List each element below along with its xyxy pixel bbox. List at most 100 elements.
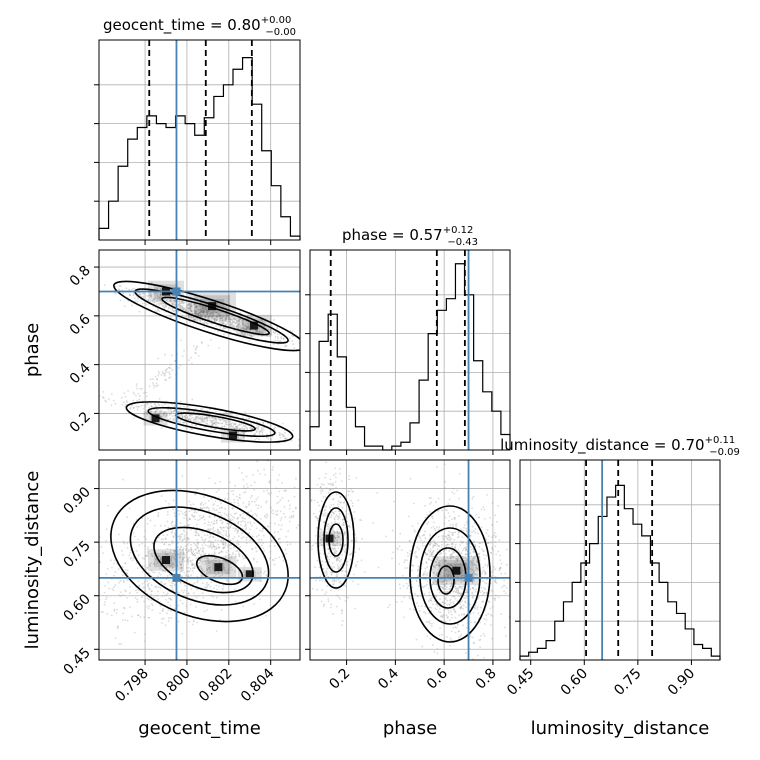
scatter-point	[209, 312, 211, 315]
scatter-point	[153, 298, 155, 301]
scatter-point	[445, 614, 448, 617]
scatter-point	[140, 296, 143, 298]
scatter-point	[355, 564, 357, 566]
scatter-point	[448, 619, 451, 622]
scatter-point	[191, 567, 194, 570]
scatter-point	[442, 586, 444, 589]
scatter-point	[285, 489, 287, 492]
scatter-point	[204, 562, 207, 565]
scatter-point	[475, 566, 478, 569]
scatter-point	[195, 531, 198, 533]
scatter-point	[204, 306, 207, 309]
scatter-point	[180, 414, 183, 417]
scatter-point	[204, 417, 207, 420]
scatter-point	[237, 324, 240, 327]
scatter-point	[249, 521, 252, 523]
scatter-point	[222, 318, 225, 321]
scatter-point	[256, 514, 258, 517]
scatter-point	[168, 413, 171, 415]
scatter-point	[105, 528, 108, 531]
scatter-point	[231, 518, 234, 521]
scatter-point	[176, 542, 179, 544]
scatter-point	[449, 524, 452, 526]
scatter-point	[52, 644, 54, 646]
scatter-point	[231, 325, 234, 328]
scatter-point	[197, 305, 200, 308]
scatter-point	[202, 310, 205, 313]
scatter-point	[194, 313, 197, 316]
scatter-point	[494, 536, 497, 539]
scatter-point	[442, 580, 445, 583]
scatter-point	[445, 573, 448, 576]
scatter-point	[269, 550, 272, 553]
scatter-point	[312, 491, 314, 493]
scatter-point	[354, 551, 357, 554]
scatter-point	[143, 404, 146, 407]
scatter-point	[194, 554, 197, 557]
scatter-point	[188, 549, 190, 552]
scatter-point	[406, 559, 408, 562]
scatter-point	[165, 299, 168, 302]
scatter-point	[228, 427, 231, 429]
scatter-point	[191, 413, 194, 416]
scatter-point	[154, 297, 156, 300]
scatter-point	[235, 495, 238, 498]
scatter-point	[277, 343, 280, 346]
scatter-point	[443, 555, 446, 557]
scatter-point	[453, 586, 456, 588]
scatter-point	[280, 336, 283, 338]
scatter-point	[265, 614, 267, 617]
scatter-point	[194, 518, 196, 521]
scatter-point	[465, 542, 468, 544]
scatter-point	[217, 528, 219, 531]
scatter-point	[204, 315, 207, 318]
scatter-point	[243, 574, 246, 576]
scatter-point	[213, 317, 215, 320]
scatter-point	[96, 594, 98, 596]
scatter-point	[179, 538, 181, 541]
scatter-point	[413, 529, 416, 532]
scatter-point	[449, 562, 452, 565]
scatter-point	[215, 315, 218, 318]
scatter-panel-phase_vs_geocent_time: 0.20.40.60.8	[67, 249, 340, 455]
scatter-point	[168, 306, 171, 309]
scatter-point	[239, 324, 242, 327]
scatter-point	[326, 556, 329, 558]
scatter-point	[454, 561, 457, 564]
scatter-point	[338, 341, 340, 343]
scatter-point	[204, 306, 207, 309]
scatter-point	[293, 347, 296, 349]
scatter-point	[227, 316, 230, 319]
scatter-point	[234, 321, 237, 324]
scatter-point	[206, 416, 209, 419]
scatter-point	[415, 556, 418, 559]
scatter-point	[199, 565, 202, 568]
panel-content-luminosity_distance_vs_geocent_time	[52, 460, 314, 646]
scatter-point	[288, 520, 291, 523]
scatter-point	[236, 550, 239, 552]
scatter-point	[237, 535, 240, 538]
scatter-point	[428, 591, 431, 594]
scatter-point	[252, 557, 255, 560]
scatter-point	[112, 399, 115, 402]
scatter-point	[199, 408, 202, 410]
scatter-point	[457, 590, 460, 593]
scatter-point	[200, 417, 202, 419]
scatter-point	[414, 592, 416, 595]
scatter-point	[208, 314, 211, 317]
scatter-point	[323, 603, 326, 606]
scatter-point	[118, 533, 120, 536]
scatter-point	[215, 509, 218, 511]
scatter-point	[504, 584, 506, 587]
scatter-point	[227, 580, 230, 583]
scatter-point	[166, 534, 169, 536]
scatter-point	[177, 620, 180, 623]
scatter-point	[449, 644, 451, 647]
scatter-point	[221, 418, 224, 420]
scatter-point	[270, 328, 273, 331]
scatter-point	[434, 607, 437, 610]
panel-luminosity_distance_vs_geocent_time-xtick-label-1: 0.800	[154, 666, 194, 706]
scatter-point	[335, 559, 338, 562]
scatter-point	[495, 594, 497, 597]
scatter-point	[156, 561, 159, 564]
